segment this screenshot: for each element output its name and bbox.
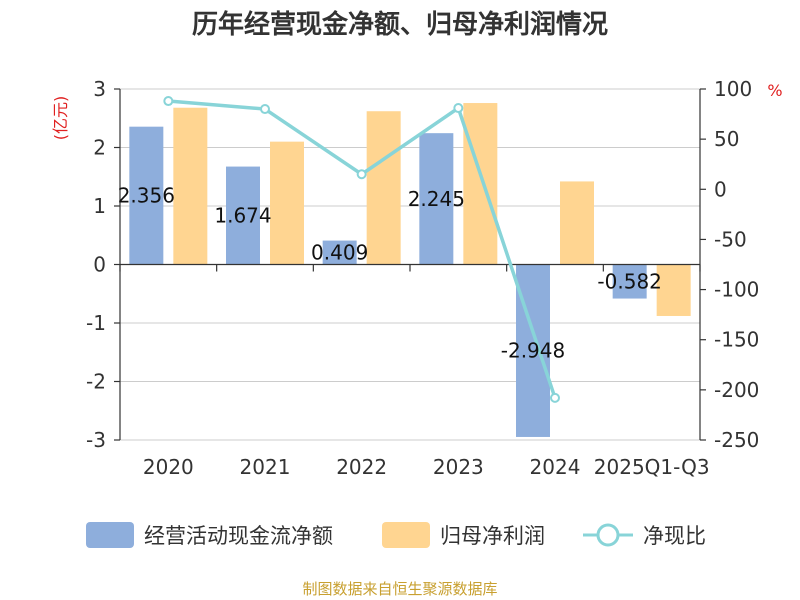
bar-profit — [270, 141, 304, 265]
legend-label-cashflow: 经营活动现金流净额 — [144, 524, 333, 548]
y-right-tick-label: -250 — [714, 428, 759, 452]
x-tick-labels: 2020 2021 2022 2023 2024 2025Q1-Q3 — [143, 455, 710, 479]
data-label: 2.245 — [408, 187, 465, 211]
ratio-point — [356, 169, 367, 180]
bar-cashflow — [612, 264, 647, 299]
x-tick-label: 2023 — [433, 455, 484, 479]
legend-swatch-profit — [382, 522, 430, 548]
bar-profit — [463, 103, 498, 265]
bar-profit — [173, 107, 208, 265]
y-right-tick-label: 50 — [714, 127, 739, 151]
net-cash-ratio-line — [163, 96, 560, 403]
legend-swatch-cashflow — [86, 522, 134, 548]
bar-cashflow — [129, 126, 164, 265]
y-right-tick-labels: 100 50 0 -50 -100 -150 -200 -250 — [714, 77, 759, 452]
chart-title: 历年经营现金净额、归母净利润情况 — [192, 9, 608, 40]
legend: 经营活动现金流净额 归母净利润 净现比 — [86, 522, 706, 548]
ratio-point — [260, 104, 270, 115]
data-label: 2.356 — [118, 184, 175, 208]
y-right-tick-label: 0 — [714, 177, 727, 201]
data-label: -2.948 — [501, 339, 565, 363]
y-left-tick-labels: 3 2 1 0 -1 -2 -3 — [86, 77, 106, 452]
y-right-tick-label: -100 — [714, 278, 759, 302]
y-right-tick-label: -200 — [714, 378, 759, 402]
bar-profit — [656, 264, 691, 316]
ratio-point — [453, 103, 464, 114]
y-left-tick-label: 0 — [93, 253, 106, 277]
x-tick-label: 2025Q1-Q3 — [594, 455, 710, 479]
y-left-tick-label: -3 — [86, 428, 106, 452]
y-right-tick-label: -50 — [714, 227, 747, 251]
bar-cashflow — [322, 240, 357, 265]
x-tick-label: 2024 — [530, 455, 581, 479]
x-tick-label: 2020 — [143, 455, 194, 479]
bar-profit — [366, 111, 401, 265]
legend-label-profit: 归母净利润 — [440, 524, 545, 548]
bar-cashflow — [419, 133, 454, 265]
ratio-point — [550, 392, 560, 403]
data-labels: 2.356 1.674 0.409 2.245 -2.948 -0.582 — [118, 184, 662, 363]
y-right-axis-label: % — [767, 81, 782, 100]
y-left-tick-label: -1 — [86, 311, 106, 335]
y-left-tick-label: -2 — [86, 370, 106, 394]
y-left-tick-label: 2 — [93, 136, 106, 160]
data-label: 1.674 — [214, 204, 271, 228]
data-label: 0.409 — [311, 241, 368, 265]
y-left-tick-label: 3 — [93, 77, 106, 101]
y-right-tick-label: -150 — [714, 328, 759, 352]
axes — [114, 88, 706, 441]
legend-swatch-ratio-marker — [596, 523, 620, 547]
bar-cashflow — [226, 166, 260, 265]
bar-profit — [560, 181, 594, 265]
x-tick-label: 2022 — [336, 455, 387, 479]
data-label: -0.582 — [597, 270, 661, 294]
y-left-tick-label: 1 — [93, 194, 106, 218]
bars — [129, 103, 691, 437]
y-right-tick-label: 100 — [714, 77, 752, 101]
ratio-point — [163, 96, 174, 107]
y-left-axis-label: (亿元) — [51, 96, 70, 141]
source-note: 制图数据来自恒生聚源数据库 — [302, 580, 497, 598]
legend-label-ratio: 净现比 — [643, 524, 706, 548]
x-tick-label: 2021 — [240, 455, 291, 479]
